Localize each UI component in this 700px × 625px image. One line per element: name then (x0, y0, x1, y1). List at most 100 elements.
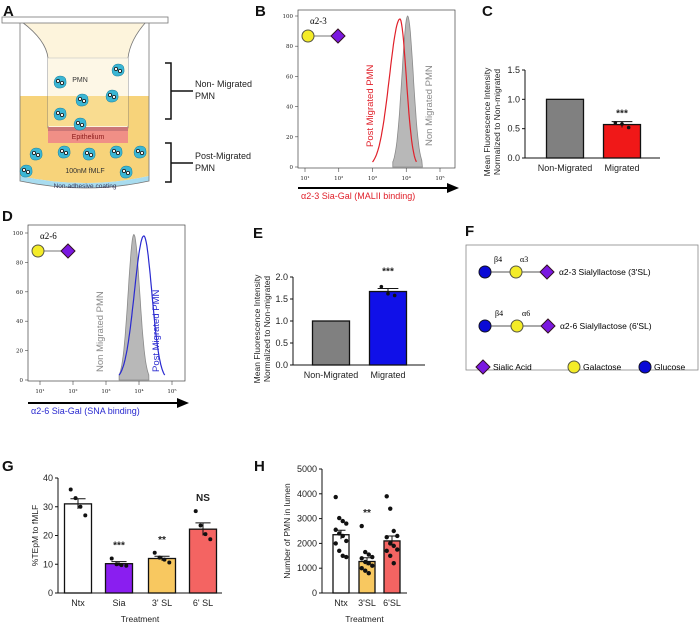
y-axis-label: %TEpM to fMLF (30, 505, 40, 566)
nucleus-lobe (126, 170, 131, 175)
data-point (388, 506, 393, 511)
bar-ntx (63, 503, 93, 594)
plot-frame (27, 224, 186, 382)
data-point (366, 561, 371, 566)
non-migrated-label-2: PMN (195, 91, 215, 101)
nucleus-lobe (89, 152, 94, 157)
galactose-icon (301, 29, 315, 43)
nucleus-lobe (60, 113, 65, 118)
cell-body (111, 63, 125, 77)
category-label: Migrated (370, 370, 405, 380)
bar-3sl (147, 557, 177, 594)
arrow-head-icon (447, 183, 459, 193)
arrow-head-icon (177, 398, 189, 408)
nucleus-lobe (112, 148, 117, 153)
series-label: Non Migrated PMN (424, 65, 435, 146)
data-point (395, 533, 400, 539)
nucleus-lobe (80, 123, 85, 128)
data-point (344, 521, 349, 526)
fmlf-label: 100nM fMLF (65, 168, 104, 175)
y-axis-label: Normalized to Non-migrated (262, 276, 272, 383)
pmn-cell (19, 164, 33, 178)
category-label: Migrated (604, 163, 639, 173)
y-tick-label: 60 (286, 74, 293, 80)
nucleus-lobe (122, 168, 127, 173)
nucleus-lobe (25, 169, 30, 174)
y-tick-label: 0.5 (507, 124, 520, 134)
bar-nonmigrated (311, 320, 351, 366)
chart-d-histogram: 0 20 40 60 80 100 10¹ 10² 10³ 10⁴ 10⁵ α2-6 Sia-Gal … (13, 224, 189, 416)
data-point (193, 509, 198, 514)
pmn-cell (53, 107, 67, 121)
data-point (388, 541, 393, 546)
data-point (370, 563, 375, 568)
y-tick-label: 2.0 (275, 272, 288, 282)
pmn-cell (82, 147, 96, 161)
data-point (73, 496, 78, 501)
data-point (620, 122, 624, 126)
y-tick-label: 0 (48, 588, 53, 598)
category-label: Non-Migrated (538, 163, 593, 173)
significance-label: ** (158, 535, 166, 546)
glycan-row-6sl: β4 α6 α2-6 Sialyllactose (6'SL) (478, 309, 652, 334)
glycan-label-3sl: α2-3 Sialyllactose (3'SL) (559, 267, 651, 277)
category-label: 6' SL (193, 598, 213, 608)
data-point (384, 494, 389, 499)
pmn-cell (73, 117, 87, 131)
data-point (198, 523, 203, 528)
y-tick-label: 1.5 (507, 65, 520, 75)
pmn-label: PMN (72, 77, 88, 84)
data-point (203, 532, 208, 537)
y-tick-label: 80 (16, 260, 23, 266)
x-axis-label: α2-6 Sia-Gal (SNA binding) (31, 406, 140, 416)
panel-label-c: C (482, 3, 493, 20)
panel-label-g: G (2, 458, 14, 475)
y-tick-label: 20 (43, 531, 53, 541)
data-point (337, 548, 342, 554)
bar-nonmigrated (545, 98, 585, 159)
bar-migrated (602, 123, 642, 159)
y-tick-label: 60 (16, 290, 23, 296)
cell-body (57, 145, 71, 159)
x-tick-label: 10⁴ (134, 388, 144, 395)
y-axis-label: Number of PMN in lumen (282, 483, 292, 579)
error-bar (195, 522, 211, 536)
y-tick-label: 5000 (297, 464, 317, 474)
panel-label-a: A (3, 3, 14, 20)
data-point (384, 535, 389, 540)
pmn-cell (119, 165, 133, 179)
x-tick-label: 10³ (101, 388, 110, 395)
data-point (613, 121, 618, 125)
link-alpha6: α6 (522, 309, 530, 318)
nucleus-lobe (56, 79, 61, 84)
pmn-cell (133, 145, 147, 159)
y-tick-label: 3000 (297, 514, 317, 524)
post-migrated-label: Post-Migrated (195, 151, 251, 161)
data-point (384, 548, 389, 554)
y-tick-label: 10 (43, 559, 53, 569)
data-point (124, 563, 129, 568)
data-point (83, 513, 88, 518)
data-point (152, 550, 157, 555)
y-tick-label: 40 (43, 473, 53, 483)
data-point (333, 494, 338, 500)
bar-migrated (368, 290, 408, 366)
error-bar (154, 555, 170, 561)
data-point (333, 527, 338, 532)
data-point (157, 555, 162, 560)
chart-g-bar: 0 10 20 30 40 Ntx *** Sia ** 3' SL NS 6' SL %TEpM to… (30, 473, 222, 624)
y-tick-label: 0 (20, 378, 24, 384)
nucleus-lobe (32, 150, 37, 155)
data-point (162, 557, 167, 562)
bracket-post-migrated (165, 142, 193, 183)
bar-sia (104, 563, 134, 594)
error-bar (111, 561, 127, 566)
data-point (391, 528, 396, 534)
nucleus-lobe (114, 67, 119, 72)
coating-label: Non-adhesive coating (54, 183, 117, 190)
y-tick-label: 40 (286, 105, 293, 111)
y-tick-label: 1.0 (275, 316, 288, 326)
data-point (340, 533, 345, 539)
data-point (337, 515, 342, 521)
